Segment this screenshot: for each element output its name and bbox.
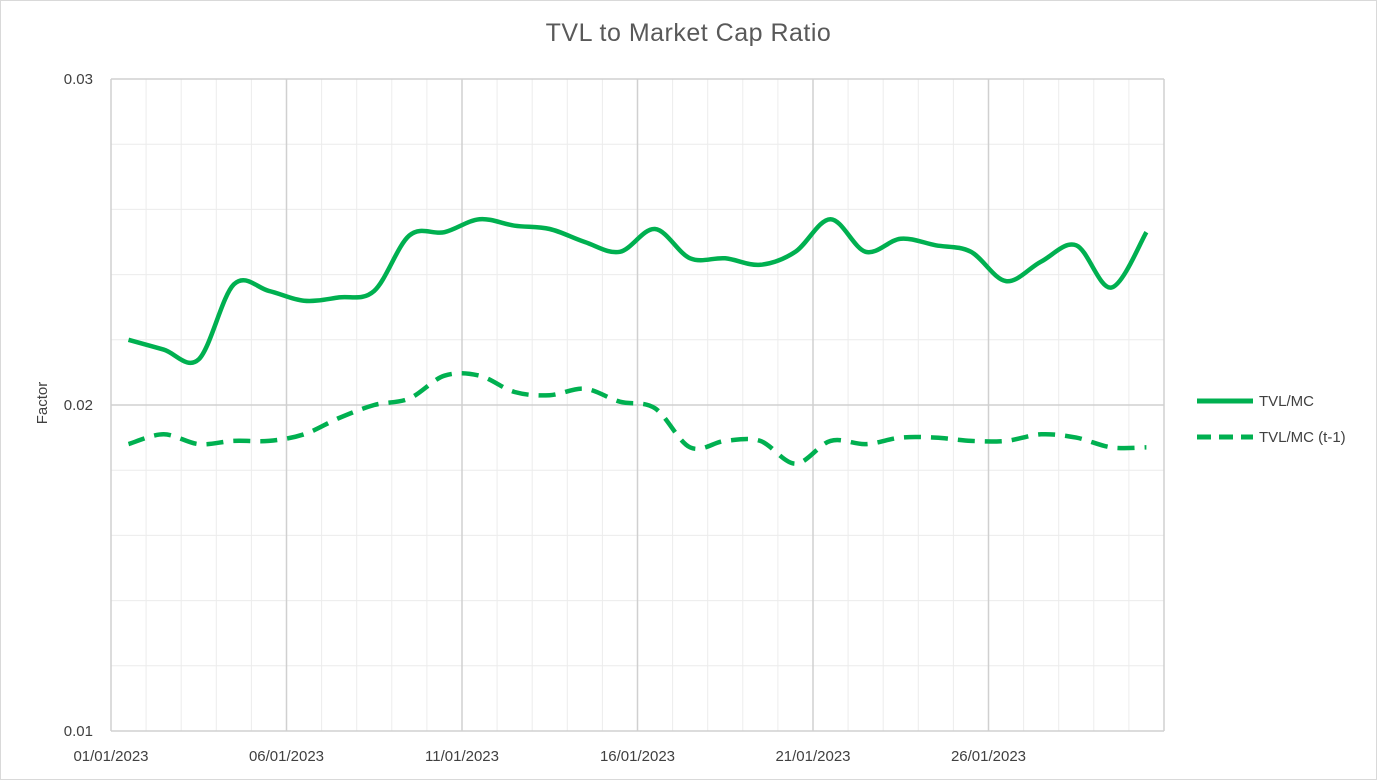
legend-label-tvl-mc-t1: TVL/MC (t-1) bbox=[1259, 428, 1346, 446]
y-axis-title: Factor bbox=[34, 382, 51, 425]
x-tick-label: 26/01/2023 bbox=[951, 748, 1026, 765]
series-line-tvl-mc-t1 bbox=[127, 370, 1147, 466]
legend-label-tvl-mc: TVL/MC bbox=[1259, 392, 1315, 410]
legend-item-tvl-mc: TVL/MC bbox=[1197, 387, 1372, 415]
y-axis-ticks: 0.01 0.02 0.03 bbox=[64, 71, 93, 740]
y-tick-label: 0.01 bbox=[64, 723, 93, 740]
y-tick-label: 0.03 bbox=[64, 71, 93, 88]
x-tick-label: 11/01/2023 bbox=[425, 748, 499, 765]
series-lines bbox=[127, 216, 1149, 466]
major-gridlines bbox=[110, 78, 1165, 732]
x-tick-label: 16/01/2023 bbox=[600, 748, 675, 765]
x-tick-label: 21/01/2023 bbox=[775, 748, 850, 765]
x-tick-label: 01/01/2023 bbox=[73, 748, 148, 765]
legend-swatch-solid bbox=[1197, 398, 1253, 404]
series-line-tvl-mc bbox=[127, 216, 1149, 366]
chart-title: TVL to Market Cap Ratio bbox=[545, 19, 832, 47]
legend-swatch-dashed bbox=[1197, 434, 1253, 440]
legend-item-tvl-mc-t1: TVL/MC (t-1) bbox=[1197, 423, 1372, 451]
x-tick-label: 06/01/2023 bbox=[249, 748, 324, 765]
x-axis-ticks: 01/01/2023 06/01/2023 11/01/2023 16/01/2023… bbox=[73, 748, 1026, 765]
legend: TVL/MC TVL/MC (t-1) bbox=[1197, 387, 1372, 459]
y-tick-label: 0.02 bbox=[64, 397, 93, 414]
